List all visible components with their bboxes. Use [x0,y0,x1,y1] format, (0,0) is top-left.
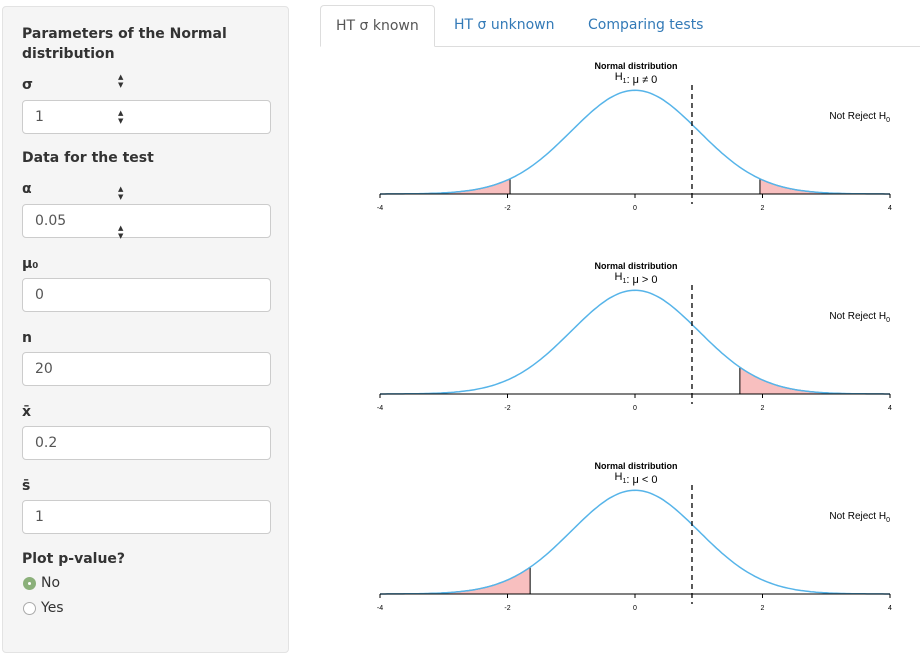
density-curve [380,489,890,595]
radio-label-yes: Yes [41,600,64,616]
density-curve [380,289,890,395]
x-tick-label: -4 [377,205,383,212]
rejection-region [380,178,511,194]
sigma-label: σ [22,77,33,93]
plot-subtitle: H1: μ > 0 [615,271,658,286]
n-label: n [22,330,32,346]
radio-option-yes[interactable]: Yes [23,598,64,618]
plot-title: Normal distribution [595,61,678,71]
xbar-label: x̄ [22,404,32,420]
rejection-region [739,367,890,394]
sbar-input[interactable]: 1 [22,500,271,534]
rejection-region [380,567,531,594]
decision-label: Not Reject H0 [829,311,890,324]
alpha-input[interactable]: 0.05 [22,204,271,238]
section-title-test-data: Data for the test [22,150,154,166]
radio-option-no[interactable]: No [23,573,60,593]
decision-label: Not Reject H0 [829,111,890,124]
x-tick-label: 4 [888,605,892,612]
radio-label-no: No [41,575,61,591]
plot-title: Normal distribution [595,261,678,271]
alpha-stepper[interactable]: ▲ ▼ [118,224,124,240]
spinner-arrows-icon: ▲ ▼ [118,185,124,201]
rejection-region [759,178,890,194]
x-tick-label: -4 [377,605,383,612]
mu0-input[interactable]: 0 [22,278,271,312]
decision-label: Not Reject H0 [829,511,890,524]
alpha-label: α [22,181,32,197]
sidebar-panel: Parameters of the Normal distribution σ … [2,6,289,653]
radio-checked-icon[interactable] [23,576,36,590]
section-title-normal-parameters: Parameters of the Normal distribution [22,26,227,62]
mu0-label: μ₀ [22,256,39,272]
tab-ht-sigma-unknown[interactable]: HT σ unknown [454,17,555,33]
x-tick-label: 0 [633,405,637,412]
x-tick-label: 0 [633,205,637,212]
spinner-arrows-icon: ▲ ▼ [118,73,124,89]
x-tick-label: 2 [761,405,765,412]
x-tick-label: -4 [377,405,383,412]
x-tick-label: -2 [504,405,510,412]
radio-unchecked-icon[interactable] [23,601,36,615]
x-tick-label: 2 [761,605,765,612]
plot-title: Normal distribution [595,461,678,471]
x-tick-label: 4 [888,205,892,212]
x-tick-label: 4 [888,405,892,412]
plot-pvalue-label: Plot p-value? [22,551,126,567]
plot-subtitle: H1: μ ≠ 0 [615,71,658,86]
plot-subtitle: H1: μ < 0 [615,471,658,486]
x-tick-label: 0 [633,605,637,612]
sbar-label: s̄ [22,478,31,494]
density-curve [380,89,890,195]
sigma-input[interactable]: 1 [22,100,271,134]
xbar-input[interactable]: 0.2 [22,426,271,460]
x-tick-label: -2 [504,605,510,612]
tab-ht-sigma-known[interactable]: HT σ known [320,5,435,47]
sigma-stepper[interactable]: ▲ ▼ [118,109,124,125]
tab-comparing-tests[interactable]: Comparing tests [588,17,704,33]
x-tick-label: -2 [504,205,510,212]
tab-bar: HT σ known HT σ unknown Comparing tests [320,4,920,47]
n-input[interactable]: 20 [22,352,271,386]
x-tick-label: 2 [761,205,765,212]
